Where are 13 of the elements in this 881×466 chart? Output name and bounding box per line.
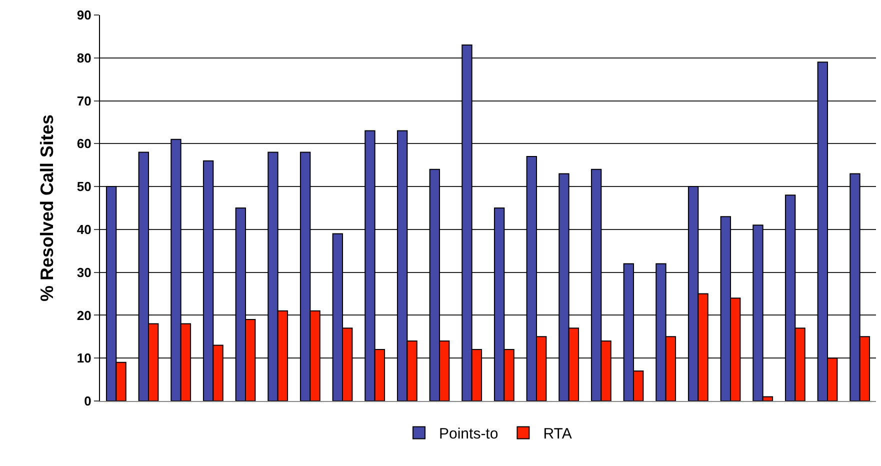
legend-label: RTA xyxy=(543,426,572,443)
y-tick-label: 0 xyxy=(84,394,92,409)
y-tick-label: 60 xyxy=(76,136,92,152)
y-tick-label: 40 xyxy=(76,222,92,237)
y-tick-label: 30 xyxy=(76,264,92,280)
y-tick-label: 70 xyxy=(76,93,92,108)
y-axis-title: % Resolved Call Sites xyxy=(37,114,58,302)
y-tick-label: 50 xyxy=(76,179,92,194)
legend-label: Points-to xyxy=(439,426,498,443)
y-tick-label: 80 xyxy=(76,50,92,66)
y-tick-label: 90 xyxy=(76,8,92,23)
y-tick-label: 10 xyxy=(76,350,92,366)
y-tick-label: 20 xyxy=(76,308,92,323)
